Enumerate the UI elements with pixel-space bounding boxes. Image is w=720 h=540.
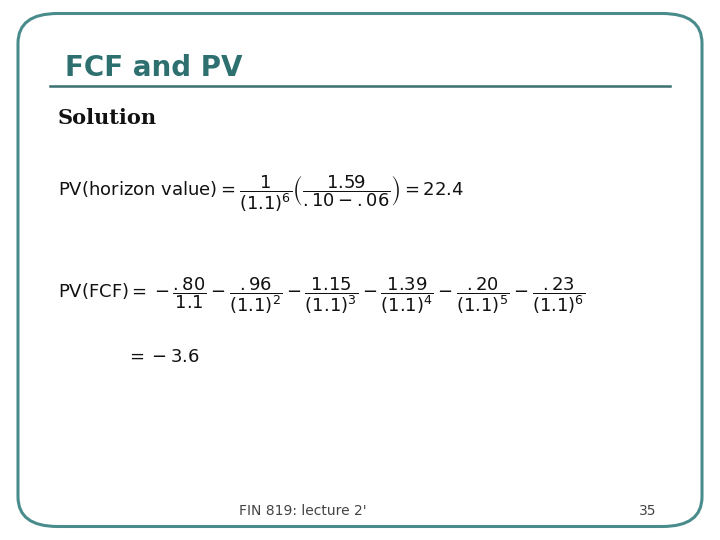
Text: $\mathrm{PV(horizon\ value)} = \dfrac{1}{(1.1)^6}\left(\dfrac{1.59}{.10-.06}\rig: $\mathrm{PV(horizon\ value)} = \dfrac{1}…	[58, 173, 464, 213]
Text: $= -3.6$: $= -3.6$	[126, 348, 199, 366]
Text: Solution: Solution	[58, 108, 157, 128]
Text: FCF and PV: FCF and PV	[65, 54, 243, 82]
Text: FIN 819: lecture 2': FIN 819: lecture 2'	[238, 504, 366, 518]
FancyBboxPatch shape	[18, 14, 702, 526]
Text: 35: 35	[639, 504, 657, 518]
Text: $\mathrm{PV(FCF)} = -\dfrac{.80}{1.1} - \dfrac{.96}{(1.1)^2} - \dfrac{1.15}{(1.1: $\mathrm{PV(FCF)} = -\dfrac{.80}{1.1} - …	[58, 275, 585, 316]
